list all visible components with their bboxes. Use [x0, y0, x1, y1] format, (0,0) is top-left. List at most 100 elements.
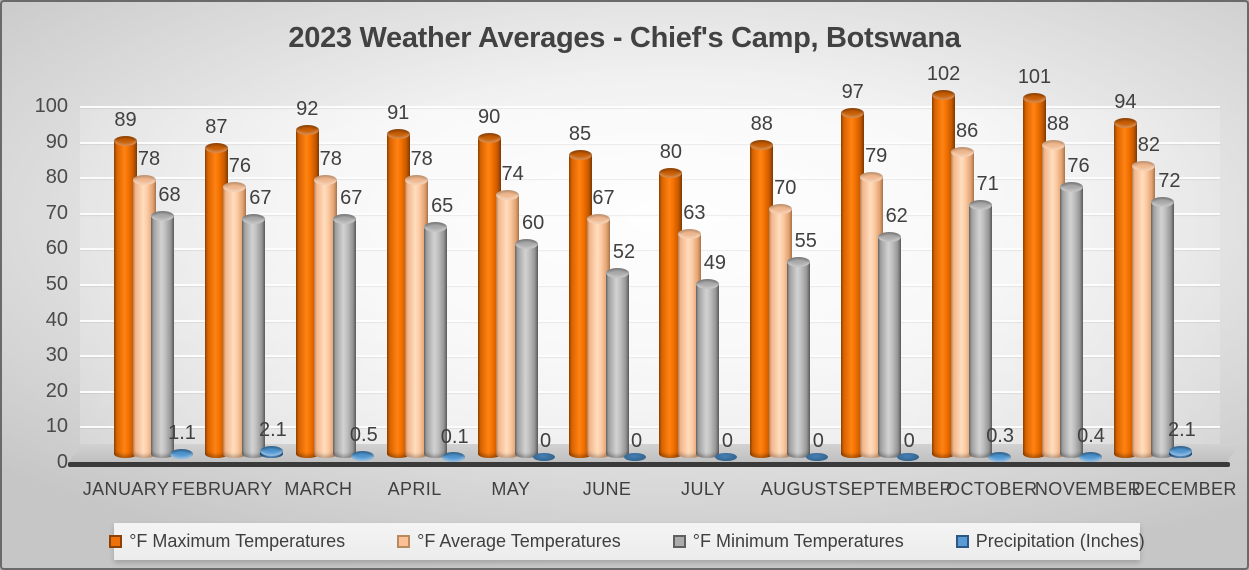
cylinder-cap — [841, 107, 865, 118]
cylinder-cap — [950, 146, 974, 157]
data-label-may-max: 90 — [477, 105, 501, 128]
bar-august-precip[interactable] — [805, 453, 828, 461]
bar-december-max[interactable] — [1113, 118, 1137, 458]
bar-december-min[interactable] — [1150, 196, 1174, 458]
bar-june-precip[interactable] — [624, 453, 646, 461]
bar-january-min[interactable] — [151, 210, 174, 458]
bar-august-avg[interactable] — [768, 203, 792, 458]
bar-july-precip[interactable] — [714, 453, 737, 461]
data-label-january-min: 68 — [158, 183, 181, 206]
bar-march-min[interactable] — [332, 214, 356, 458]
x-axis-label-september: SEPTEMBER — [838, 479, 953, 499]
data-label-december-min: 72 — [1158, 169, 1181, 192]
cylinder-cap — [1169, 445, 1193, 456]
data-label-october-precip: 0.3 — [986, 424, 1014, 447]
cylinder-cap — [386, 129, 410, 140]
bar-may-max[interactable] — [477, 132, 501, 458]
y-tick-label-0: 0 — [56, 451, 68, 473]
bar-may-min[interactable] — [514, 239, 538, 458]
legend-label-min: °F Minimum Temperatures — [692, 531, 904, 551]
bar-april-avg[interactable] — [405, 175, 429, 458]
gridline — [80, 284, 1220, 286]
bar-november-min[interactable] — [1060, 182, 1083, 458]
bar-october-avg[interactable] — [950, 146, 974, 458]
bar-april-min[interactable] — [423, 221, 447, 458]
y-tick-label-50: 50 — [45, 273, 68, 295]
bar-july-min[interactable] — [696, 278, 720, 458]
x-axis-label-october: OCTOBER — [946, 479, 1038, 499]
legend-item-min[interactable]: °F Minimum Temperatures — [672, 531, 904, 552]
legend-marker-precip — [955, 535, 969, 548]
bar-october-min[interactable] — [969, 200, 993, 458]
cylinder-cap — [677, 228, 701, 239]
bar-january-precip[interactable] — [169, 449, 193, 460]
data-label-december-max: 94 — [1114, 91, 1137, 114]
bar-january-max[interactable] — [114, 136, 137, 458]
legend-label-precip: Precipitation (Inches) — [975, 531, 1145, 551]
bar-april-max[interactable] — [386, 129, 410, 458]
bar-april-precip[interactable] — [442, 452, 466, 462]
data-label-july-precip: 0 — [721, 430, 733, 452]
bar-october-precip[interactable] — [987, 451, 1011, 462]
bar-july-max[interactable] — [659, 168, 683, 458]
cylinder-cap — [477, 132, 501, 143]
bar-may-avg[interactable] — [496, 189, 520, 458]
x-axis-label-july: JULY — [681, 479, 726, 499]
legend-item-max[interactable]: °F Maximum Temperatures — [109, 531, 345, 552]
bar-december-precip[interactable] — [1169, 445, 1193, 458]
bar-may-precip[interactable] — [533, 453, 556, 461]
bar-december-avg[interactable] — [1132, 161, 1156, 458]
bar-august-max[interactable] — [750, 139, 774, 458]
data-label-february-max: 87 — [205, 116, 228, 139]
y-tick-label-80: 80 — [45, 166, 68, 189]
bar-february-precip[interactable] — [260, 445, 284, 458]
cylinder-cap — [987, 451, 1011, 462]
bar-february-avg[interactable] — [223, 182, 247, 458]
data-label-july-avg: 63 — [683, 201, 706, 224]
cylinder-cap — [932, 89, 956, 100]
bar-august-min[interactable] — [787, 257, 811, 458]
bar-september-precip[interactable] — [896, 453, 919, 461]
bar-july-avg[interactable] — [677, 228, 701, 458]
bar-september-min[interactable] — [878, 232, 902, 458]
bar-november-precip[interactable] — [1078, 451, 1102, 462]
bar-february-min[interactable] — [241, 214, 265, 458]
bar-june-min[interactable] — [605, 267, 629, 458]
data-label-april-max: 91 — [387, 102, 410, 125]
bar-november-avg[interactable] — [1041, 139, 1065, 458]
y-tick-label-40: 40 — [45, 308, 68, 331]
x-axis-label-november: NOVEMBER — [1034, 479, 1142, 499]
data-label-august-precip: 0 — [812, 430, 824, 452]
bar-january-avg[interactable] — [132, 175, 156, 458]
data-label-march-max: 92 — [296, 98, 319, 121]
data-label-january-precip: 1.1 — [168, 422, 196, 445]
cylinder-cap — [696, 278, 720, 289]
cylinder-cap — [151, 210, 174, 221]
cylinder-cap — [223, 182, 247, 193]
bar-march-max[interactable] — [295, 125, 319, 458]
gridline — [80, 355, 1220, 358]
bar-february-max[interactable] — [204, 143, 228, 458]
cylinder-cap — [169, 449, 193, 460]
cylinder-cap — [587, 214, 610, 225]
y-tick-label-90: 90 — [45, 130, 68, 153]
bar-march-avg[interactable] — [314, 175, 338, 458]
data-label-november-avg: 88 — [1046, 112, 1070, 135]
bar-september-avg[interactable] — [859, 171, 883, 458]
legend-item-avg[interactable]: °F Average Temperatures — [397, 531, 621, 552]
y-tick-label-60: 60 — [45, 237, 68, 260]
cylinder-cap — [423, 221, 447, 232]
bar-september-max[interactable] — [841, 107, 865, 458]
cylinder-cap — [295, 125, 319, 136]
legend-item-precip[interactable]: Precipitation (Inches) — [955, 531, 1145, 552]
bar-june-max[interactable] — [568, 150, 592, 458]
bar-october-max[interactable] — [932, 89, 956, 458]
bar-june-avg[interactable] — [587, 214, 610, 458]
cylinder-cap — [1113, 118, 1137, 129]
data-label-november-precip: 0.4 — [1077, 424, 1105, 447]
bar-november-max[interactable] — [1023, 93, 1046, 458]
legend-label-max: °F Maximum Temperatures — [129, 531, 346, 551]
bar-march-precip[interactable] — [351, 451, 375, 462]
data-label-september-avg: 79 — [865, 144, 888, 167]
